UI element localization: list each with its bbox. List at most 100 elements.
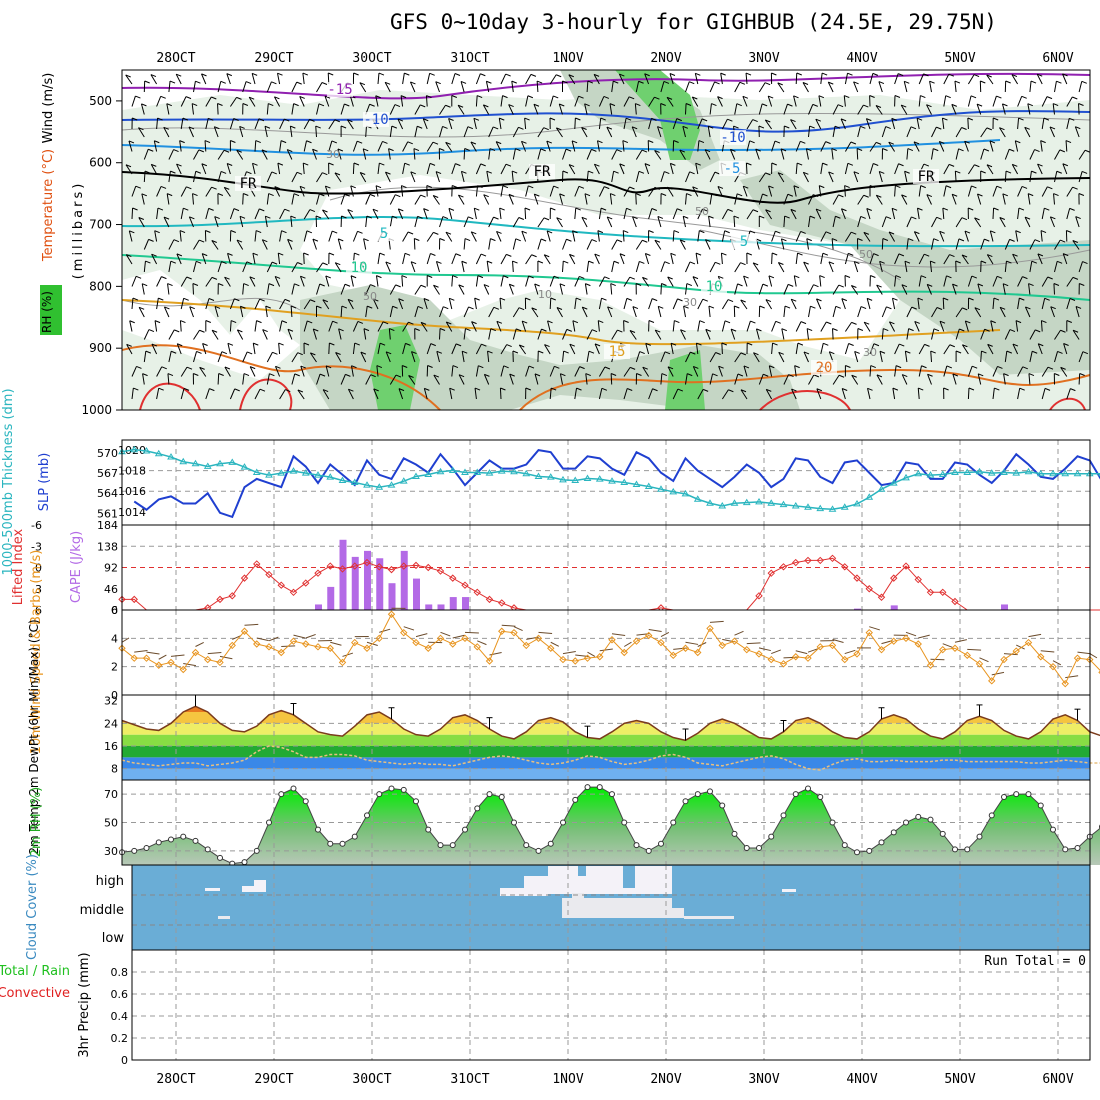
thickness-marker: [130, 445, 139, 453]
legend-wind: Wind (m/s): [41, 73, 56, 144]
wind-barb: [780, 238, 785, 250]
wind-barb: [955, 307, 963, 318]
wind-barb: [648, 208, 653, 220]
middle-cloud: [218, 916, 230, 919]
wind-barb: [623, 118, 627, 130]
wind-barb: [685, 373, 688, 385]
wind-barb: [555, 127, 563, 138]
wind-barb-flag: [262, 329, 268, 332]
wind-barb-flag: [506, 253, 512, 257]
wind-barb: [525, 74, 532, 85]
wind-barb-flag: [838, 374, 845, 378]
wind-barb-flag: [161, 366, 167, 370]
wind-barb-flag: [654, 150, 660, 153]
y-axis-label: 3hr Precip (mm): [77, 952, 92, 1057]
wind-barb: [423, 208, 428, 220]
wind-barb-flag: [540, 238, 547, 242]
wind-barb-flag: [616, 239, 623, 243]
wind-barb: [1072, 240, 1080, 250]
wind-barb: [832, 375, 840, 385]
wind-barb-flag: [167, 283, 173, 287]
lifted-index-marker: [228, 592, 236, 600]
wind-barb: [128, 230, 133, 242]
wind-barb: [596, 140, 600, 152]
wind-barb: [771, 140, 776, 152]
wind-barb: [485, 81, 490, 93]
wind-barb-flag: [879, 350, 886, 354]
wind-barb: [486, 261, 490, 273]
wind-barb: [768, 365, 773, 377]
wind-barb-flag: [977, 193, 983, 197]
wind-barb: [261, 239, 268, 250]
wind-barb: [777, 262, 785, 273]
wind-barb: [163, 306, 170, 318]
wind-barb-flag: [627, 388, 633, 391]
wind-barb: [622, 140, 625, 152]
date-tick-label: 4NOV: [846, 51, 877, 66]
wind-barb: [746, 320, 751, 332]
thickness-marker: [865, 493, 874, 500]
wind-barb-flag: [588, 350, 595, 354]
wind-barb-flag: [302, 72, 309, 76]
wind-barb: [397, 208, 404, 220]
thickness-marker: [399, 477, 408, 484]
thickness-marker: [375, 483, 384, 490]
wind-barb: [875, 195, 883, 205]
wind-barb-flag: [588, 260, 594, 264]
wind-barb-flag: [1044, 207, 1050, 211]
wind-barb-flag: [525, 387, 531, 391]
wind-barb-flag: [1047, 186, 1053, 190]
wind-barb: [500, 344, 508, 355]
wind-barb-flag: [226, 163, 233, 166]
wind-barb: [143, 351, 147, 363]
wind-barb-flag: [503, 365, 509, 369]
y-tick-label: 0.8: [111, 966, 129, 979]
wind-barb-flag: [971, 185, 977, 189]
wind-barb: [685, 351, 691, 363]
wind-barb: [623, 96, 630, 107]
wind-barb-flag: [245, 81, 252, 85]
temperature-band: [122, 757, 1090, 769]
cape-bar: [339, 539, 347, 610]
wind-barb-flag: [901, 104, 907, 108]
wind-barb: [226, 73, 231, 85]
wind-barb-flag: [182, 117, 189, 121]
rh-marker: [707, 788, 713, 795]
thickness-marker: [424, 470, 433, 477]
wind-barb: [279, 140, 282, 152]
wind-barb-flag: [177, 343, 183, 347]
label-backing: [371, 226, 397, 241]
wind-barb: [783, 306, 786, 318]
wind-barb-flag: [746, 162, 752, 166]
wind-barb-flag: [788, 283, 794, 287]
wind-speed-marker: [375, 634, 383, 643]
cape-bar: [376, 558, 384, 610]
wind-barb-flag: [1021, 95, 1027, 99]
wind-barb: [299, 275, 305, 287]
wind-barb-flag: [183, 207, 189, 211]
wind-speed-marker: [706, 624, 714, 633]
wind-speed-marker: [338, 658, 347, 667]
wind-barb-flag: [832, 328, 838, 331]
wind-barb: [140, 103, 145, 115]
wind-barb: [290, 216, 293, 228]
wind-barb: [768, 185, 773, 197]
wind-barb: [150, 74, 158, 85]
wind-barb: [709, 193, 713, 205]
wind-barb: [758, 374, 764, 385]
wind-barb-flag: [1043, 117, 1050, 121]
wind-barb-flag: [568, 74, 574, 78]
wind-barb: [648, 629, 662, 632]
wind-barb-flag: [876, 284, 882, 288]
wind-barb: [623, 298, 628, 310]
wind-barb: [279, 299, 286, 310]
wind-barb-flag: [677, 298, 683, 302]
wind-barb: [500, 73, 507, 85]
wind-barb: [986, 254, 994, 265]
wind-barb: [1066, 298, 1071, 310]
wind-barb: [793, 185, 797, 197]
wind-barb: [881, 126, 887, 138]
wind-barb: [666, 186, 674, 197]
wind-barb-flag: [417, 215, 423, 219]
wind-barb-flag: [902, 374, 908, 377]
